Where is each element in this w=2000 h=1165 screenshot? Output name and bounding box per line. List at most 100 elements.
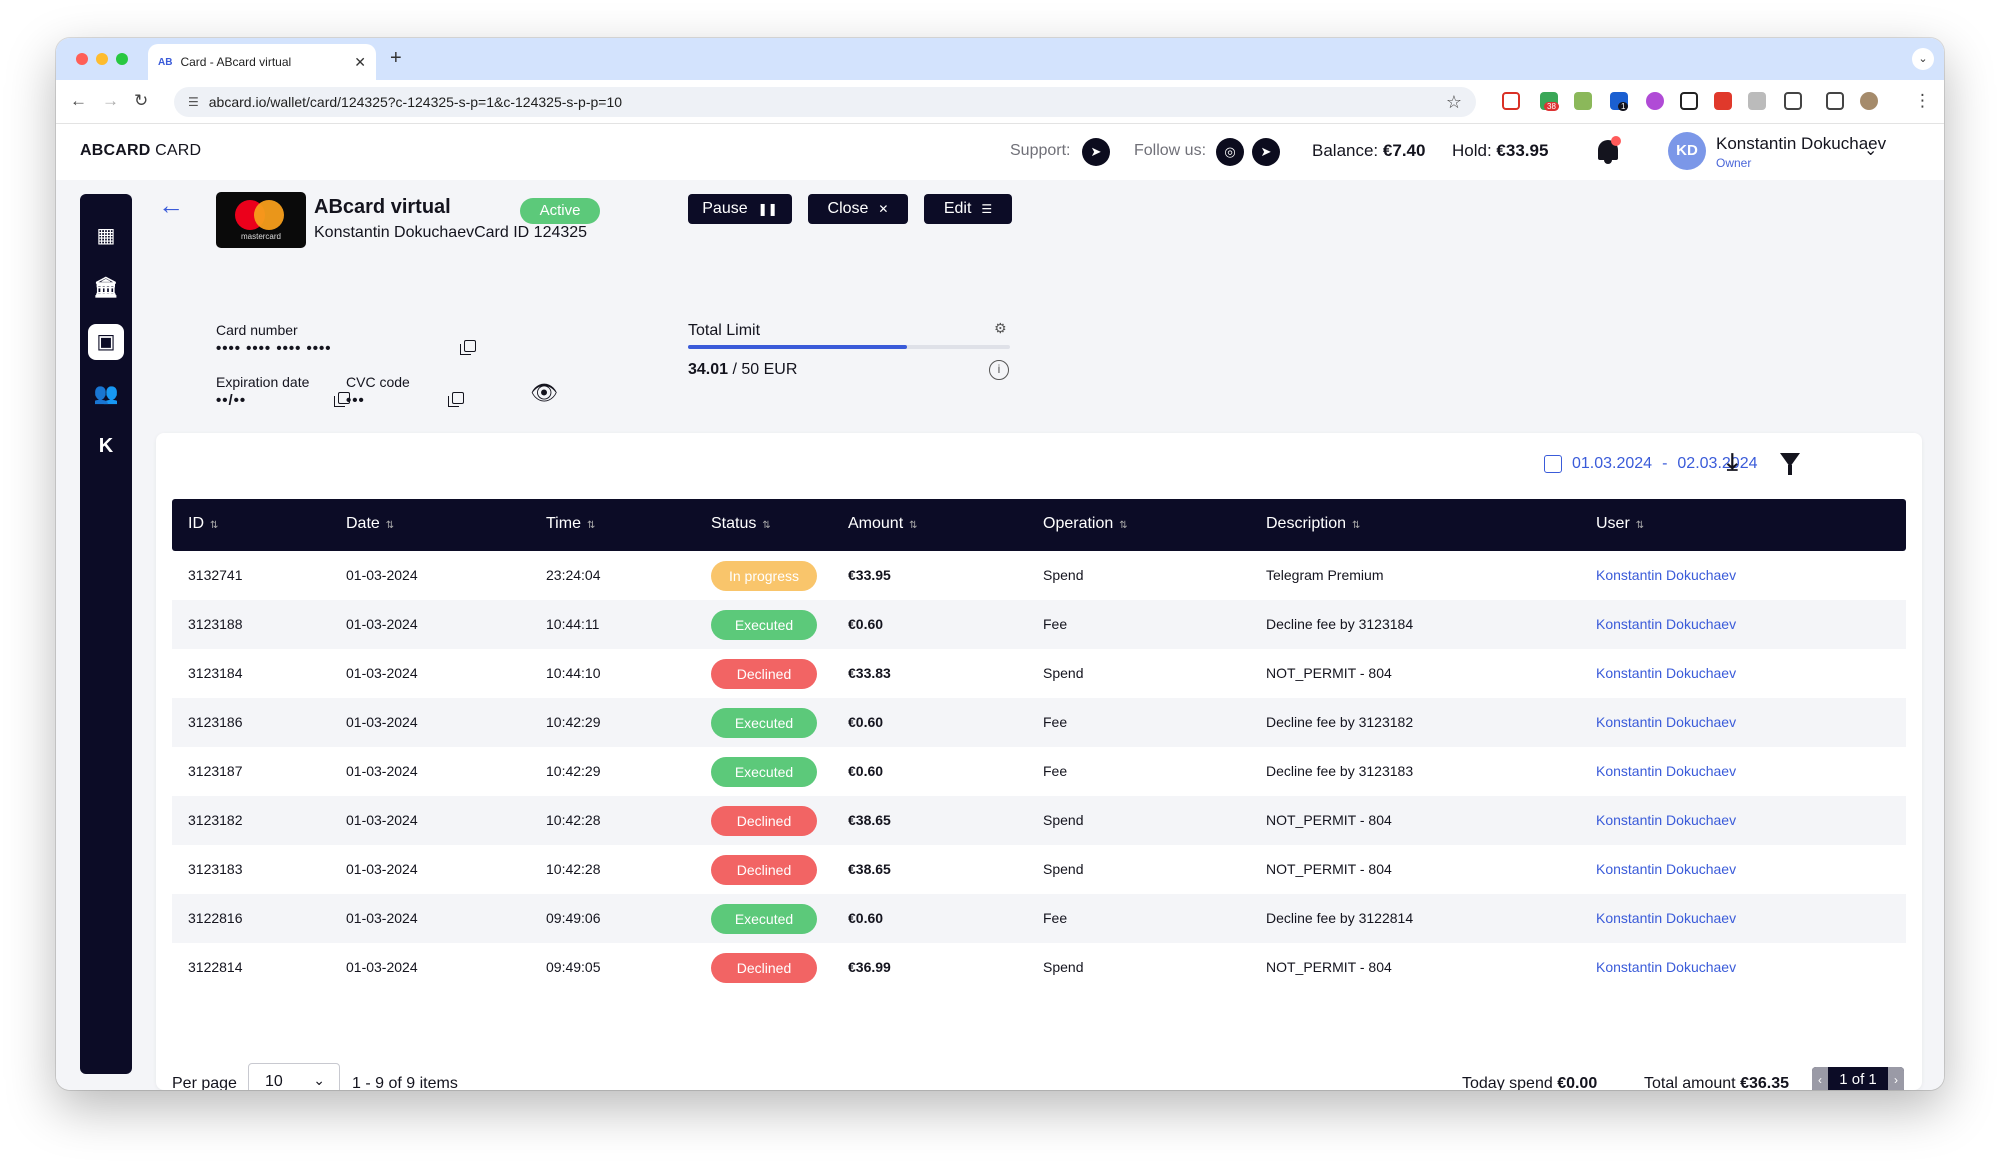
next-page-icon[interactable]: › [1888,1067,1904,1090]
info-icon[interactable]: i [989,360,1009,380]
table-row[interactable]: 3123182 01-03-2024 10:42:28 Declined €38.65 S… [172,796,1906,845]
column-header-label: Amount [848,515,904,532]
k-icon[interactable]: K [98,435,114,457]
cell-date: 01-03-2024 [346,616,418,632]
table-row[interactable]: 3123188 01-03-2024 10:44:11 Executed €0.60 Fe… [172,600,1906,649]
limit-settings-icon[interactable]: ⚙ [994,320,1007,336]
extension-red-icon[interactable] [1714,92,1732,110]
column-header-description[interactable]: Description ⇅ [1266,515,1360,533]
cell-description: NOT_PERMIT - 804 [1266,665,1392,681]
dashboard-icon[interactable]: ▦ [96,225,116,247]
cell-user[interactable]: Konstantin Dokuchaev [1596,665,1737,681]
back-arrow-icon[interactable]: ← [158,190,184,220]
cell-id: 3122814 [188,959,243,975]
notion-extension-icon[interactable] [1680,92,1698,110]
column-header-operation[interactable]: Operation ⇅ [1043,515,1128,533]
extensions-puzzle-icon[interactable] [1784,92,1802,110]
avatar[interactable]: KD [1668,132,1706,170]
column-header-time[interactable]: Time ⇅ [546,515,595,533]
prev-page-icon[interactable]: ‹ [1812,1067,1828,1090]
site-settings-icon[interactable]: ☰ [188,95,199,109]
filter-icon[interactable] [1780,453,1800,475]
column-header-amount[interactable]: Amount ⇅ [848,515,918,533]
user-menu-chevron-icon[interactable]: ⌄ [1864,142,1878,159]
user-name[interactable]: Konstantin Dokuchaev [1716,134,1887,153]
table-row[interactable]: 3123183 01-03-2024 10:42:28 Declined €38.65 S… [172,845,1906,894]
new-tab-button[interactable]: + [390,47,402,69]
table-row[interactable]: 3122816 01-03-2024 09:49:06 Executed €0.60 Fe… [172,894,1906,943]
side-panel-icon[interactable] [1826,92,1844,110]
column-header-id[interactable]: ID ⇅ [188,515,218,533]
cell-user[interactable]: Konstantin Dokuchaev [1596,910,1737,926]
sort-icon: ⇅ [586,520,596,531]
card-title: ABcard virtual [314,196,451,218]
forward-arrow-icon[interactable]: → [102,91,119,110]
limit-used: 34.01 [688,361,729,378]
cell-user[interactable]: Konstantin Dokuchaev [1596,616,1737,632]
close-card-button[interactable]: Close ✕ [808,194,908,224]
browser-window: AB Card - ABcard virtual ✕ + ⌄ ← → ↻ ☰ a… [56,38,1944,1090]
column-header-status[interactable]: Status ⇅ [711,515,771,533]
column-header-label: Operation [1043,515,1114,532]
sort-icon: ⇅ [1635,520,1645,531]
bookmark-star-icon[interactable]: ☆ [1445,91,1462,112]
window-close-dot[interactable] [76,53,88,65]
tab-close-icon[interactable]: ✕ [354,53,366,70]
tab-search-chevron-icon[interactable]: ⌄ [1912,48,1934,70]
address-bar[interactable]: ☰ abcard.io/wallet/card/124325?c-124325-… [174,87,1476,117]
extension-grey-icon[interactable] [1748,92,1766,110]
column-header-label: Description [1266,515,1347,532]
browser-menu-icon[interactable]: ⋮ [1914,91,1931,110]
profile-avatar-icon[interactable] [1860,92,1878,110]
copy-expiration-icon[interactable] [334,392,350,407]
sort-icon: ⇅ [1352,520,1361,531]
telegram-support-icon[interactable]: ➤ [1082,138,1110,166]
table-row[interactable]: 3122814 01-03-2024 09:49:05 Declined €36.99 S… [172,943,1906,992]
reveal-eye-icon[interactable]: 👁 [530,380,558,405]
cell-user[interactable]: Konstantin Dokuchaev [1596,714,1737,730]
per-page-select[interactable]: 10 ⌄ [248,1063,340,1090]
back-arrow-icon[interactable]: ← [70,91,87,110]
date-range-picker[interactable]: 01.03.2024 - 02.03.2024 [1544,455,1757,473]
column-header-date[interactable]: Date ⇅ [346,515,394,533]
browser-tab[interactable]: AB Card - ABcard virtual ✕ [148,44,376,80]
cell-user[interactable]: Konstantin Dokuchaev [1596,812,1737,828]
copy-card-number-icon[interactable] [460,340,476,355]
cell-amount: €38.65 [848,812,891,828]
cell-user[interactable]: Konstantin Dokuchaev [1596,861,1737,877]
table-row[interactable]: 3123187 01-03-2024 10:42:29 Executed €0.60 Fe… [172,747,1906,796]
wallet-icon[interactable]: ▣ [88,324,124,360]
today-spend-label: Today spend [1462,1075,1553,1090]
download-icon[interactable]: ⤓ [1727,449,1738,476]
table-row[interactable]: 3123184 01-03-2024 10:44:10 Declined €33.83 S… [172,649,1906,698]
bank-icon[interactable]: 🏛 [93,277,119,299]
edit-button[interactable]: Edit ☰ [924,194,1012,224]
table-row[interactable]: 3123186 01-03-2024 10:42:29 Executed €0.60 Fe… [172,698,1906,747]
table-row[interactable]: 3132741 01-03-2024 23:24:04 In progress €33.… [172,551,1906,600]
cell-operation: Fee [1043,763,1068,779]
cell-description: Telegram Premium [1266,567,1384,583]
window-maximize-dot[interactable] [116,53,128,65]
status-badge: Executed [711,610,817,640]
window-minimize-dot[interactable] [96,53,108,65]
app-logo[interactable]: ABCARD CARD [80,142,201,160]
gmail-extension-icon[interactable] [1502,92,1520,110]
instagram-icon[interactable]: ◎ [1216,138,1244,166]
cell-user[interactable]: Konstantin Dokuchaev [1596,567,1737,583]
pause-button[interactable]: Pause ❚❚ [688,194,792,224]
column-header-user[interactable]: User ⇅ [1596,515,1644,533]
reload-icon[interactable]: ↻ [134,91,149,110]
team-icon[interactable]: 👥 [93,383,119,405]
total-amount-value: €36.35 [1740,1075,1789,1090]
cell-id: 3123182 [188,812,243,828]
extension-map-icon[interactable] [1574,92,1592,110]
hold-value: €33.95 [1496,141,1549,160]
extension-purple-icon[interactable] [1646,92,1664,110]
per-page-label: Per page [172,1075,237,1090]
copy-cvc-icon[interactable] [448,392,464,407]
cell-description: Decline fee by 3123182 [1266,714,1414,730]
notifications-bell-icon[interactable] [1594,136,1622,166]
cell-user[interactable]: Konstantin Dokuchaev [1596,763,1737,779]
cell-user[interactable]: Konstantin Dokuchaev [1596,959,1737,975]
telegram-follow-icon[interactable]: ➤ [1252,138,1280,166]
